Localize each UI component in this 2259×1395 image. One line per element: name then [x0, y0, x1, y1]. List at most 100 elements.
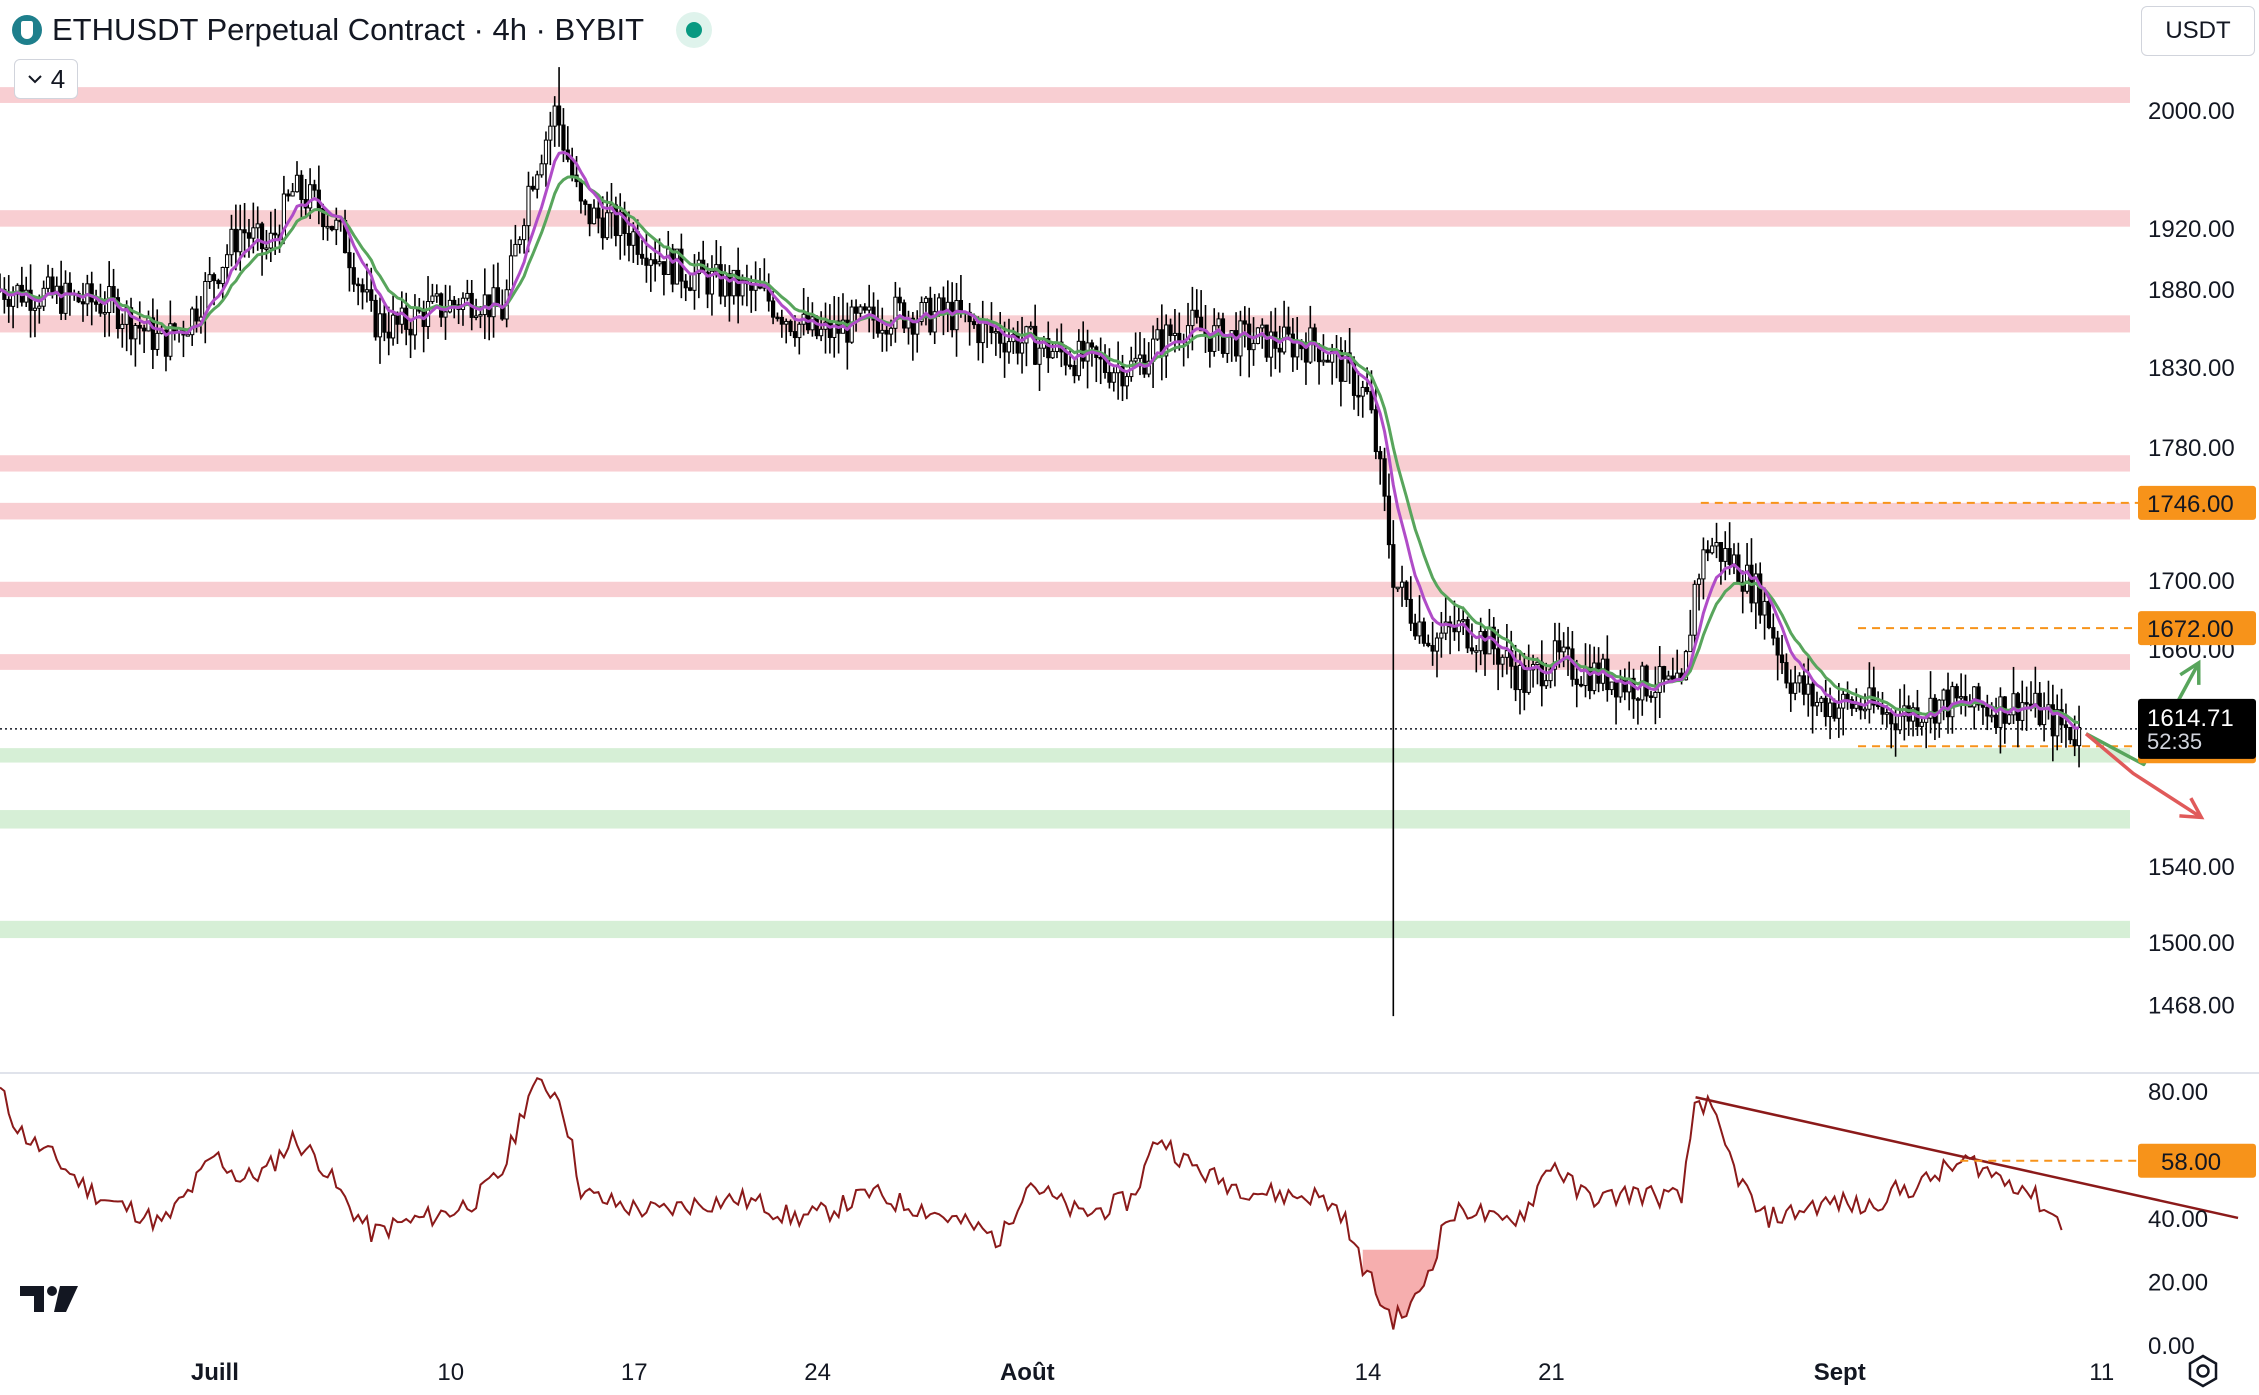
candle-body — [452, 299, 457, 306]
candle-body — [347, 252, 352, 269]
candle-body — [478, 314, 483, 317]
candle-body — [936, 297, 942, 313]
candle — [1849, 696, 1855, 717]
candle-body — [1579, 683, 1584, 687]
candle-body — [1688, 634, 1693, 653]
candle — [1937, 699, 1942, 738]
candle — [465, 279, 470, 301]
candle-body — [1369, 391, 1374, 411]
price-level-label-text: 1746.00 — [2147, 491, 2234, 518]
price-axis-tick: 2000.00 — [2148, 98, 2235, 125]
candle — [976, 316, 981, 361]
candle-body — [827, 321, 832, 338]
candle-body — [810, 316, 815, 331]
candle-body — [168, 323, 173, 357]
candle-body — [561, 124, 566, 151]
candle-body — [674, 248, 680, 285]
candle — [902, 299, 907, 334]
candle-body — [530, 185, 535, 190]
candle — [28, 264, 33, 338]
candle — [1268, 311, 1274, 377]
candle-body — [273, 232, 278, 236]
candle-body — [1723, 548, 1728, 562]
candle — [142, 324, 147, 354]
candle — [788, 319, 793, 337]
candle-body — [731, 269, 736, 297]
candle — [539, 154, 544, 178]
candle-body — [1989, 714, 1994, 718]
indicator-collapse-button[interactable]: 4 — [14, 59, 78, 99]
candle — [1618, 669, 1623, 703]
candle-body — [93, 301, 99, 305]
candle-body — [718, 264, 723, 297]
candle — [220, 266, 225, 301]
candle — [133, 322, 138, 367]
candle — [1744, 543, 1750, 594]
price-level-label-text: 1672.00 — [2147, 616, 2234, 643]
symbol-logo-icon[interactable] — [12, 15, 42, 45]
candle — [1399, 565, 1405, 607]
candle-body — [670, 248, 675, 285]
symbol-title[interactable]: ETHUSDT Perpetual Contract · 4h · BYBIT — [52, 12, 645, 47]
candle-body — [1758, 573, 1763, 616]
candle-body — [784, 320, 789, 325]
candle — [1469, 623, 1475, 655]
candle — [1910, 702, 1916, 737]
candle-body — [709, 270, 715, 295]
candle — [1544, 662, 1549, 689]
candle — [286, 189, 291, 202]
candle-body — [1474, 650, 1479, 653]
candle — [596, 195, 601, 234]
candle-body — [1740, 581, 1745, 592]
candle — [1509, 630, 1514, 689]
candle — [137, 301, 142, 345]
candle-body — [513, 243, 518, 257]
candle-body — [1696, 578, 1702, 585]
candle-body — [779, 316, 784, 325]
arrow-head-icon — [2179, 659, 2201, 685]
candle-body — [1373, 409, 1378, 453]
candle-body — [1461, 619, 1466, 622]
candle-body — [1496, 648, 1501, 665]
candle-body — [1098, 356, 1103, 360]
candle — [753, 261, 758, 312]
candle — [648, 253, 653, 292]
candle — [556, 67, 562, 147]
candle-body — [1338, 349, 1343, 382]
candle-body — [115, 297, 121, 330]
candle-body — [1356, 394, 1361, 398]
candle-body — [1037, 347, 1042, 365]
candle-body — [1793, 682, 1798, 694]
candle-body — [364, 289, 369, 293]
currency-selector[interactable]: USDT — [2141, 6, 2255, 56]
tradingview-logo-icon[interactable] — [18, 1280, 82, 1316]
candle-body — [631, 231, 636, 246]
candle — [1413, 613, 1418, 640]
candle — [674, 248, 680, 285]
candle-body — [845, 319, 850, 343]
candle — [1124, 372, 1129, 400]
candle-body — [1028, 325, 1033, 329]
candle — [155, 309, 160, 356]
resistance-zone — [0, 502, 2130, 520]
candle-body — [351, 267, 356, 285]
candle-body — [1426, 642, 1431, 647]
candle — [1552, 622, 1558, 687]
time-axis-tick: 10 — [437, 1359, 464, 1386]
candle-body — [1985, 706, 1990, 717]
candle — [377, 297, 383, 364]
candle-body — [1072, 365, 1077, 377]
candle — [1325, 354, 1330, 363]
candle — [168, 300, 173, 361]
candle — [1391, 520, 1396, 1017]
candle-body — [1404, 581, 1409, 600]
candle — [1421, 617, 1426, 647]
settings-icon[interactable] — [2186, 1354, 2220, 1388]
candle-body — [1539, 661, 1544, 687]
candle — [1185, 302, 1191, 359]
time-axis-tick: 24 — [804, 1359, 831, 1386]
candle-body — [229, 228, 234, 256]
candle-body — [897, 296, 902, 304]
